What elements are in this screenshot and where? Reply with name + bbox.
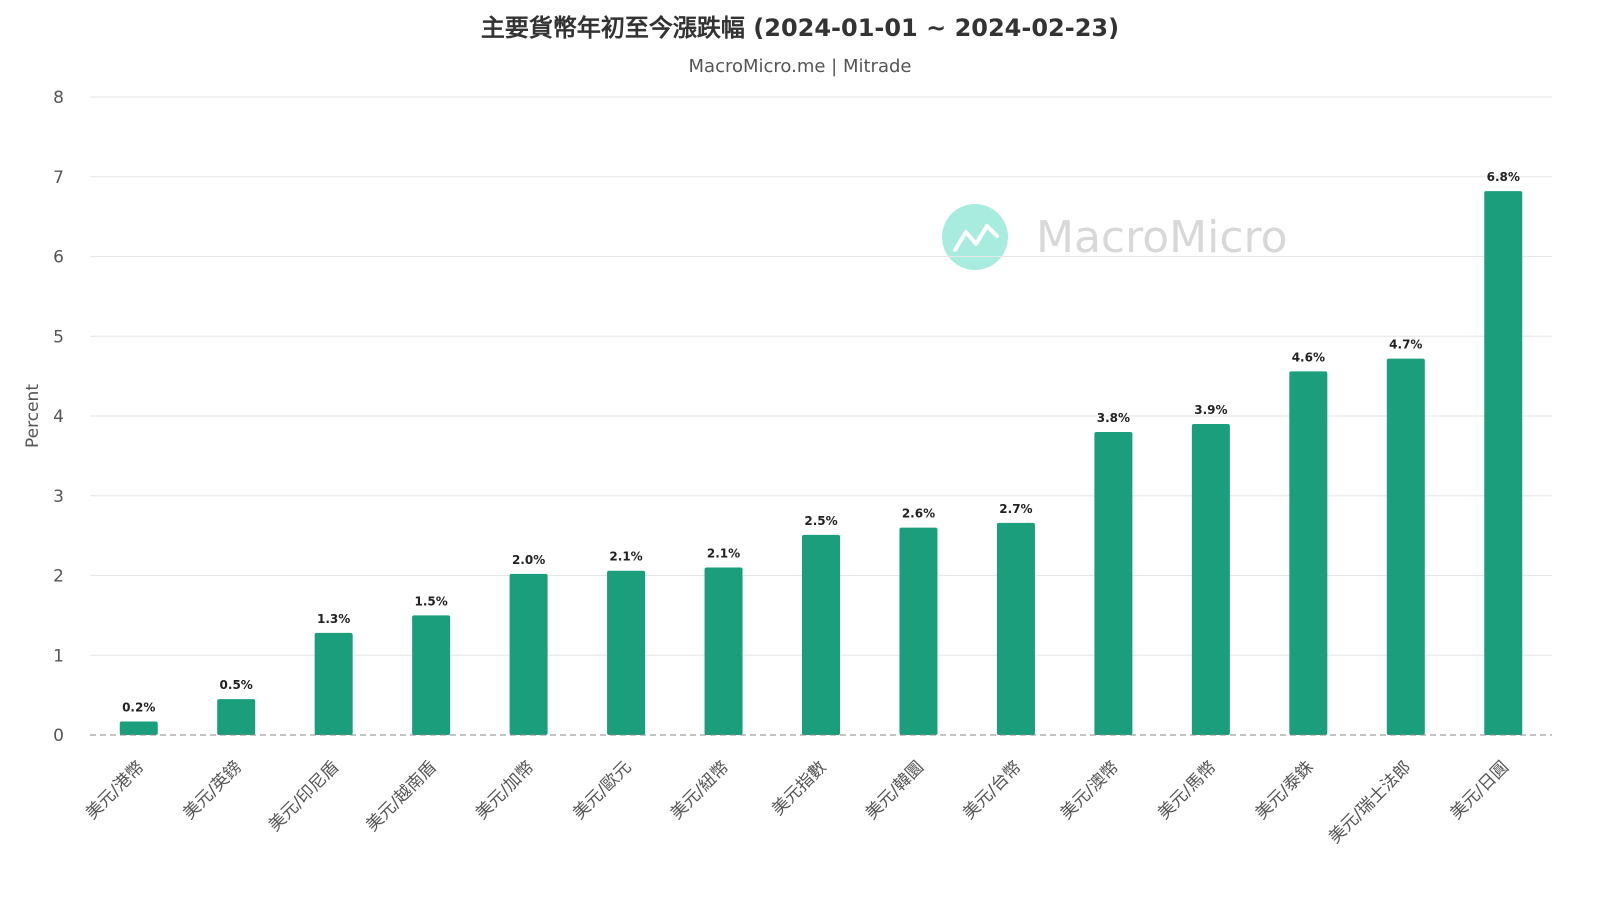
x-tick-label: 美元/台幣 bbox=[959, 757, 1025, 823]
y-tick-label: 1 bbox=[53, 646, 64, 666]
bar bbox=[1094, 431, 1133, 735]
x-tick-label: 美元/馬幣 bbox=[1154, 757, 1220, 823]
data-label: 1.3% bbox=[317, 612, 350, 626]
x-tick-label: 美元指數 bbox=[768, 757, 830, 819]
x-tick-label: 美元/港幣 bbox=[82, 757, 148, 823]
x-tick-label: 美元/越南盾 bbox=[362, 757, 440, 835]
chart-title: 主要貨幣年初至今漲跌幅 (2024-01-01 ~ 2024-02-23) bbox=[481, 14, 1119, 42]
bar bbox=[217, 699, 256, 735]
data-label: 2.6% bbox=[902, 507, 935, 521]
y-tick-label: 7 bbox=[53, 168, 64, 188]
bar bbox=[1289, 371, 1328, 735]
bar bbox=[1484, 191, 1523, 736]
watermark-chart-line-icon bbox=[953, 224, 999, 252]
x-tick-label: 美元/英鎊 bbox=[179, 757, 245, 823]
y-axis: 0 1 2 3 4 5 6 7 8 bbox=[53, 88, 64, 746]
bars bbox=[119, 191, 1523, 736]
bar bbox=[314, 632, 353, 735]
y-tick-label: 2 bbox=[53, 567, 64, 587]
bar bbox=[119, 721, 158, 735]
y-tick-label: 4 bbox=[53, 407, 64, 427]
bar bbox=[509, 573, 548, 735]
data-label: 3.9% bbox=[1194, 403, 1227, 417]
y-tick-label: 3 bbox=[53, 487, 64, 507]
bar bbox=[1191, 423, 1230, 735]
x-tick-label: 美元/瑞士法郎 bbox=[1325, 757, 1415, 847]
y-axis-label: Percent bbox=[23, 384, 43, 448]
x-tick-label: 美元/歐元 bbox=[569, 757, 635, 823]
chart-subtitle: MacroMicro.me | Mitrade bbox=[689, 56, 912, 77]
y-tick-label: 5 bbox=[53, 327, 64, 347]
bar bbox=[412, 615, 451, 735]
data-label: 2.1% bbox=[609, 550, 642, 564]
bar bbox=[607, 570, 646, 735]
watermark: MacroMicro bbox=[942, 204, 1288, 270]
x-tick-label: 美元/加幣 bbox=[472, 757, 538, 823]
watermark-logo-icon bbox=[942, 204, 1008, 270]
x-tick-label: 美元/韓圜 bbox=[862, 757, 928, 823]
bar bbox=[802, 534, 840, 735]
bar bbox=[704, 567, 743, 735]
y-tick-label: 6 bbox=[53, 248, 64, 268]
data-labels: 0.2% 0.5% 1.3% 1.5% 2.0% 2.1% 2.1% 2.5% 2.6% 2.7%… bbox=[122, 170, 1520, 714]
data-label: 3.8% bbox=[1097, 411, 1130, 425]
x-axis: 美元/港幣 美元/英鎊 美元/印尼盾 美元/越南盾 美元/加幣 美元/歐元 美元/紐幣 美元指… bbox=[82, 757, 1513, 847]
y-tick-label: 8 bbox=[53, 88, 64, 108]
data-label: 2.1% bbox=[707, 547, 740, 561]
data-label: 2.0% bbox=[512, 553, 545, 567]
data-label: 6.8% bbox=[1487, 170, 1520, 184]
bar bbox=[996, 522, 1035, 735]
x-tick-label: 美元/紐幣 bbox=[667, 757, 733, 823]
watermark-text: MacroMicro bbox=[1036, 212, 1288, 263]
y-tick-label: 0 bbox=[53, 726, 64, 746]
data-label: 2.5% bbox=[804, 514, 837, 528]
data-label: 4.6% bbox=[1292, 350, 1325, 364]
data-label: 4.7% bbox=[1389, 338, 1422, 352]
data-label: 0.5% bbox=[220, 678, 253, 692]
bar bbox=[1386, 358, 1425, 735]
x-tick-label: 美元/澳幣 bbox=[1057, 757, 1123, 823]
x-tick-label: 美元/印尼盾 bbox=[265, 757, 343, 835]
data-label: 0.2% bbox=[122, 700, 155, 714]
x-tick-label: 美元/日圓 bbox=[1447, 757, 1513, 823]
x-tick-label: 美元/泰銖 bbox=[1252, 757, 1318, 823]
data-label: 2.7% bbox=[999, 502, 1032, 516]
bar bbox=[899, 527, 938, 735]
data-label: 1.5% bbox=[414, 594, 447, 608]
